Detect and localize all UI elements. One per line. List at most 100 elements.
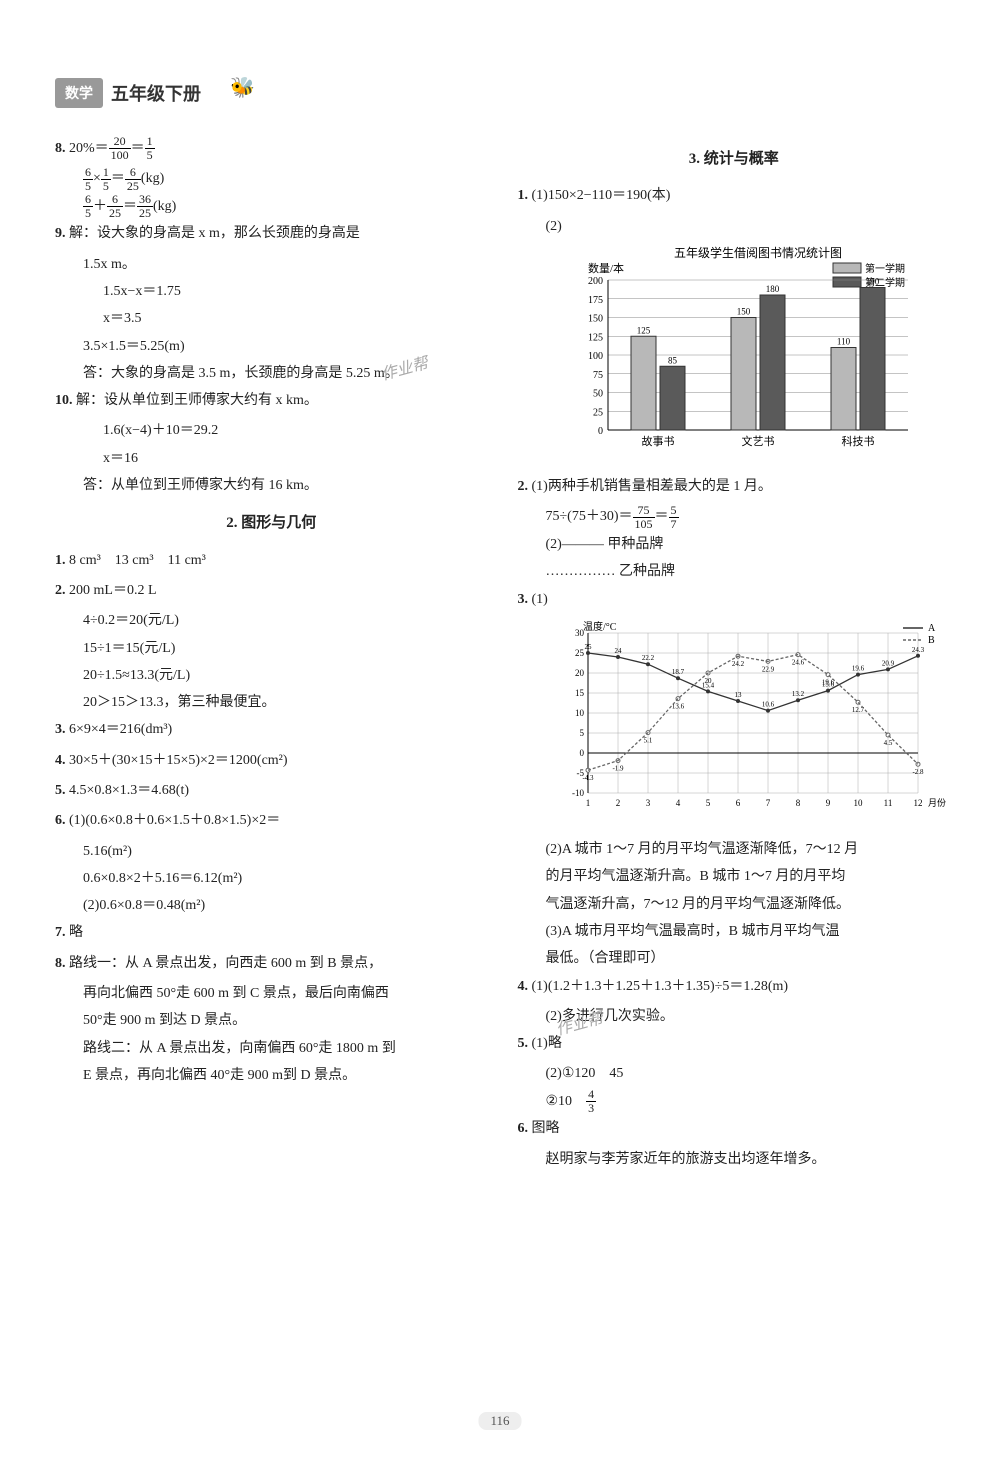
geom-5: 5. 4.5×0.8×1.3＝4.68(t): [55, 777, 488, 804]
svg-text:190: 190: [865, 276, 879, 286]
geom-2: 2. 200 mL＝0.2 L: [55, 577, 488, 604]
svg-text:10: 10: [575, 708, 585, 718]
svg-text:24.6: 24.6: [791, 658, 804, 666]
svg-text:200: 200: [588, 276, 603, 287]
svg-text:20: 20: [575, 668, 585, 678]
g8-l3: 50°走 900 m 到达 D 景点。: [55, 1007, 488, 1034]
problem-9: 9. 解：设大象的身高是 x m，那么长颈鹿的身高是: [55, 220, 488, 247]
svg-text:5: 5: [579, 728, 584, 738]
stat-6: 6. 图略: [518, 1115, 951, 1142]
svg-text:9: 9: [825, 798, 830, 808]
svg-text:85: 85: [668, 355, 678, 365]
page-header: 数学 五年级下册: [55, 78, 201, 108]
svg-text:A: A: [928, 623, 936, 634]
s2-l2: 75÷(75＋30)＝75105＝57: [518, 503, 951, 530]
stat-4: 4. (1)(1.2＋1.3＋1.25＋1.3＋1.35)÷5＝1.28(m): [518, 973, 951, 1000]
svg-text:4: 4: [675, 798, 680, 808]
svg-text:13.2: 13.2: [791, 690, 804, 698]
svg-text:五年级学生借阅图书情况统计图: 五年级学生借阅图书情况统计图: [673, 245, 841, 260]
svg-text:100: 100: [588, 351, 603, 362]
geom-6: 6. (1)(0.6×0.8＋0.6×1.5＋0.8×1.5)×2＝: [55, 807, 488, 834]
s3-l2: (2)A 城市 1～7 月的月平均气温逐渐降低，7～12 月: [518, 836, 951, 863]
line-chart: 温度/°C-10-5051015202530123456789101112月份A…: [548, 618, 951, 828]
g6-l4: (2)0.6×0.8＝0.48(m²): [55, 892, 488, 919]
g8-l5: E 景点，再向北偏西 40°走 900 m到 D 景点。: [55, 1062, 488, 1089]
svg-text:1: 1: [585, 798, 590, 808]
p10-l4: 答：从单位到王师傅家大约有 16 km。: [55, 472, 488, 499]
svg-text:0: 0: [579, 748, 584, 758]
svg-text:15: 15: [575, 688, 585, 698]
svg-text:180: 180: [765, 284, 779, 294]
geom-3: 3. 6×9×4＝216(dm³): [55, 716, 488, 743]
svg-text:-2.8: -2.8: [912, 768, 924, 776]
stat-5: 5. (1)略: [518, 1030, 951, 1057]
svg-text:19.6: 19.6: [851, 664, 864, 672]
svg-text:温度/°C: 温度/°C: [583, 620, 617, 633]
s1-l2: (2): [518, 213, 951, 240]
svg-text:18.7: 18.7: [671, 668, 684, 676]
svg-text:7: 7: [765, 798, 770, 808]
g2-l4: 20÷1.5≈13.3(元/L): [55, 662, 488, 689]
s2-l3: (2)——— 甲种品牌: [518, 531, 951, 558]
subject-badge: 数学: [55, 78, 103, 108]
svg-text:12: 12: [913, 798, 922, 808]
s3-l5: (3)A 城市月平均气温最高时，B 城市月平均气温: [518, 918, 951, 945]
problem-8: 8. 20%＝20100＝15: [55, 135, 488, 162]
svg-text:24: 24: [614, 647, 622, 655]
svg-text:110: 110: [836, 336, 850, 346]
svg-text:数量/本: 数量/本: [588, 261, 624, 275]
g2-l5: 20＞15＞13.3，第三种最便宜。: [55, 689, 488, 716]
svg-text:文艺书: 文艺书: [741, 434, 774, 448]
svg-text:25: 25: [593, 407, 603, 418]
svg-text:11: 11: [883, 798, 892, 808]
svg-text:125: 125: [588, 332, 603, 343]
geom-7: 7. 略: [55, 919, 488, 946]
g2-l2: 4÷0.2＝20(元/L): [55, 607, 488, 634]
svg-text:-1.9: -1.9: [612, 764, 624, 772]
bar-chart: 五年级学生借阅图书情况统计图第一学期第二学期数量/本02550751001251…: [558, 245, 951, 465]
svg-text:24.2: 24.2: [731, 660, 744, 668]
geom-8: 8. 路线一：从 A 景点出发，向西走 600 m 到 B 景点，: [55, 950, 488, 977]
section-3-title: 3. 统计与概率: [518, 145, 951, 174]
svg-text:75: 75: [593, 370, 603, 381]
g2-l3: 15÷1＝15(元/L): [55, 635, 488, 662]
svg-text:6: 6: [735, 798, 740, 808]
svg-text:0: 0: [598, 426, 603, 437]
svg-text:10.6: 10.6: [761, 700, 774, 708]
svg-text:-10: -10: [572, 788, 584, 798]
s6-l2: 赵明家与李芳家近年的旅游支出均逐年增多。: [518, 1146, 951, 1173]
s3-l6: 最低。（合理即可）: [518, 945, 951, 972]
p8-line3: 65＋625＝3625(kg): [55, 193, 488, 220]
stat-2: 2. (1)两种手机销售量相差最大的是 1 月。: [518, 473, 951, 500]
svg-text:13: 13: [734, 691, 742, 699]
grade-title: 五年级下册: [111, 80, 201, 106]
svg-text:4.5: 4.5: [883, 739, 892, 747]
problem-10: 10. 解：设从单位到王师傅家大约有 x km。: [55, 387, 488, 414]
s3-l4: 气温逐渐升高，7～12 月的月平均气温逐渐降低。: [518, 891, 951, 918]
p9-l3: 1.5x−x＝1.75: [55, 278, 488, 305]
svg-text:5: 5: [705, 798, 710, 808]
page-number: 116: [478, 1412, 521, 1430]
left-column: 8. 20%＝20100＝15 65×15＝625(kg) 65＋625＝362…: [55, 135, 488, 1173]
g8-l2: 再向北偏西 50°走 600 m 到 C 景点，最后向南偏西: [55, 980, 488, 1007]
svg-text:科技书: 科技书: [841, 434, 874, 448]
svg-text:24.3: 24.3: [911, 646, 924, 654]
stat-3: 3. (1): [518, 586, 951, 613]
content-columns: 8. 20%＝20100＝15 65×15＝625(kg) 65＋625＝362…: [55, 135, 950, 1173]
s3-l3: 的月平均气温逐渐升高。B 城市 1～7 月的月平均: [518, 863, 951, 890]
bee-icon: 🐝: [230, 75, 255, 100]
geom-1: 1. 8 cm³ 13 cm³ 11 cm³: [55, 547, 488, 574]
g6-l2: 5.16(m²): [55, 838, 488, 865]
s2-l4: …………… 乙种品牌: [518, 558, 951, 585]
svg-text:20: 20: [704, 677, 712, 685]
stat-1: 1. (1)150×2−110＝190(本): [518, 182, 951, 209]
svg-text:月份: 月份: [928, 797, 946, 808]
svg-text:150: 150: [736, 306, 750, 316]
svg-text:B: B: [928, 635, 935, 646]
g8-l4: 路线二：从 A 景点出发，向南偏西 60°走 1800 m 到: [55, 1035, 488, 1062]
svg-text:第一学期: 第一学期: [865, 262, 905, 275]
svg-text:5.1: 5.1: [643, 736, 652, 744]
section-2-title: 2. 图形与几何: [55, 509, 488, 538]
svg-text:2: 2: [615, 798, 620, 808]
svg-text:150: 150: [588, 313, 603, 324]
